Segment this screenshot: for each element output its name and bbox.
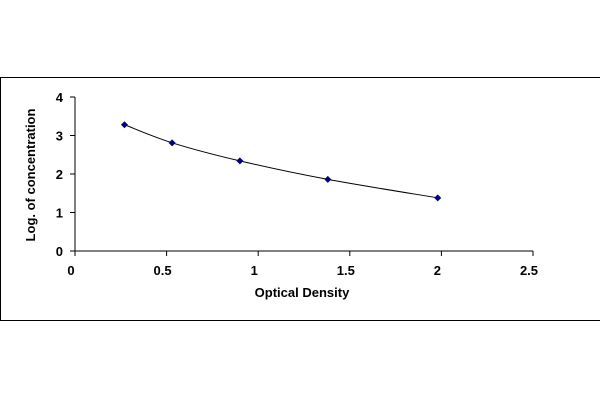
data-point-marker — [324, 175, 332, 183]
y-axis-ticks: 0 1 2 3 4 — [56, 90, 75, 259]
data-points — [120, 121, 442, 202]
y-tick-label: 2 — [56, 167, 63, 182]
x-tick-label: 1.5 — [337, 263, 355, 278]
x-axis-title: Optical Density — [255, 285, 350, 300]
data-point-marker — [236, 157, 244, 165]
y-tick-label: 1 — [56, 206, 63, 221]
y-tick-label: 4 — [56, 90, 64, 105]
y-tick-label: 0 — [56, 244, 63, 259]
x-tick-label: 2 — [434, 263, 441, 278]
y-axis-title: Log. of concentration — [23, 109, 38, 242]
x-tick-label: 0 — [67, 263, 74, 278]
x-tick-label: 1 — [251, 263, 258, 278]
chart-frame — [0, 77, 600, 321]
x-tick-label: 0.5 — [154, 263, 172, 278]
fit-curve-line — [124, 124, 438, 199]
data-point-marker — [120, 121, 128, 129]
y-tick-label: 3 — [56, 129, 63, 144]
data-point-marker — [434, 194, 442, 202]
x-tick-label: 2.5 — [520, 263, 538, 278]
x-axis-ticks: 0 0.5 1 1.5 2 2.5 — [67, 251, 538, 278]
data-point-marker — [168, 139, 176, 147]
